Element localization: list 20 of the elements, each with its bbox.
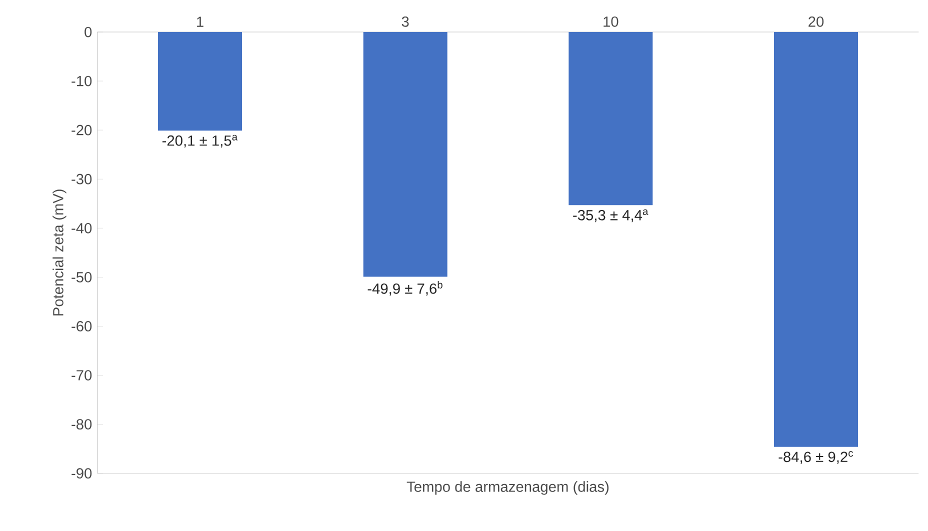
x-tick-label: 10 — [604, 16, 618, 28]
data-label: -20,1 ± 1,5$^{a}$ — [162, 135, 238, 148]
y-tick-label: -50 — [72, 272, 92, 283]
y-tick-label: -80 — [72, 419, 92, 430]
y-tick-label: -40 — [72, 223, 92, 234]
y-tick-label: -10 — [72, 76, 92, 86]
x-tick-label: 20 — [808, 16, 824, 28]
y-tick-label: 0 — [84, 27, 92, 38]
data-label: -84,6 ± 9,2$^{c}$ — [778, 451, 853, 464]
y-tick-label: -20 — [72, 125, 92, 136]
data-label: -49,9 ± 7,6$^{b}$ — [368, 281, 442, 296]
y-tick-label: -90 — [72, 468, 92, 479]
x-tick-label: 1 — [197, 16, 204, 28]
x-tick-label: 3 — [402, 16, 409, 28]
data-label: -35,3 ± 4,4$^{a}$ — [573, 210, 648, 222]
y-tick-label: -30 — [72, 174, 92, 184]
y-axis-title: Potencial zeta (mV) — [52, 190, 66, 316]
y-tick-label: -60 — [72, 321, 92, 332]
y-tick-label: -70 — [72, 370, 92, 381]
x-axis-title: Tempo de armazenagem (dias) — [406, 481, 609, 495]
